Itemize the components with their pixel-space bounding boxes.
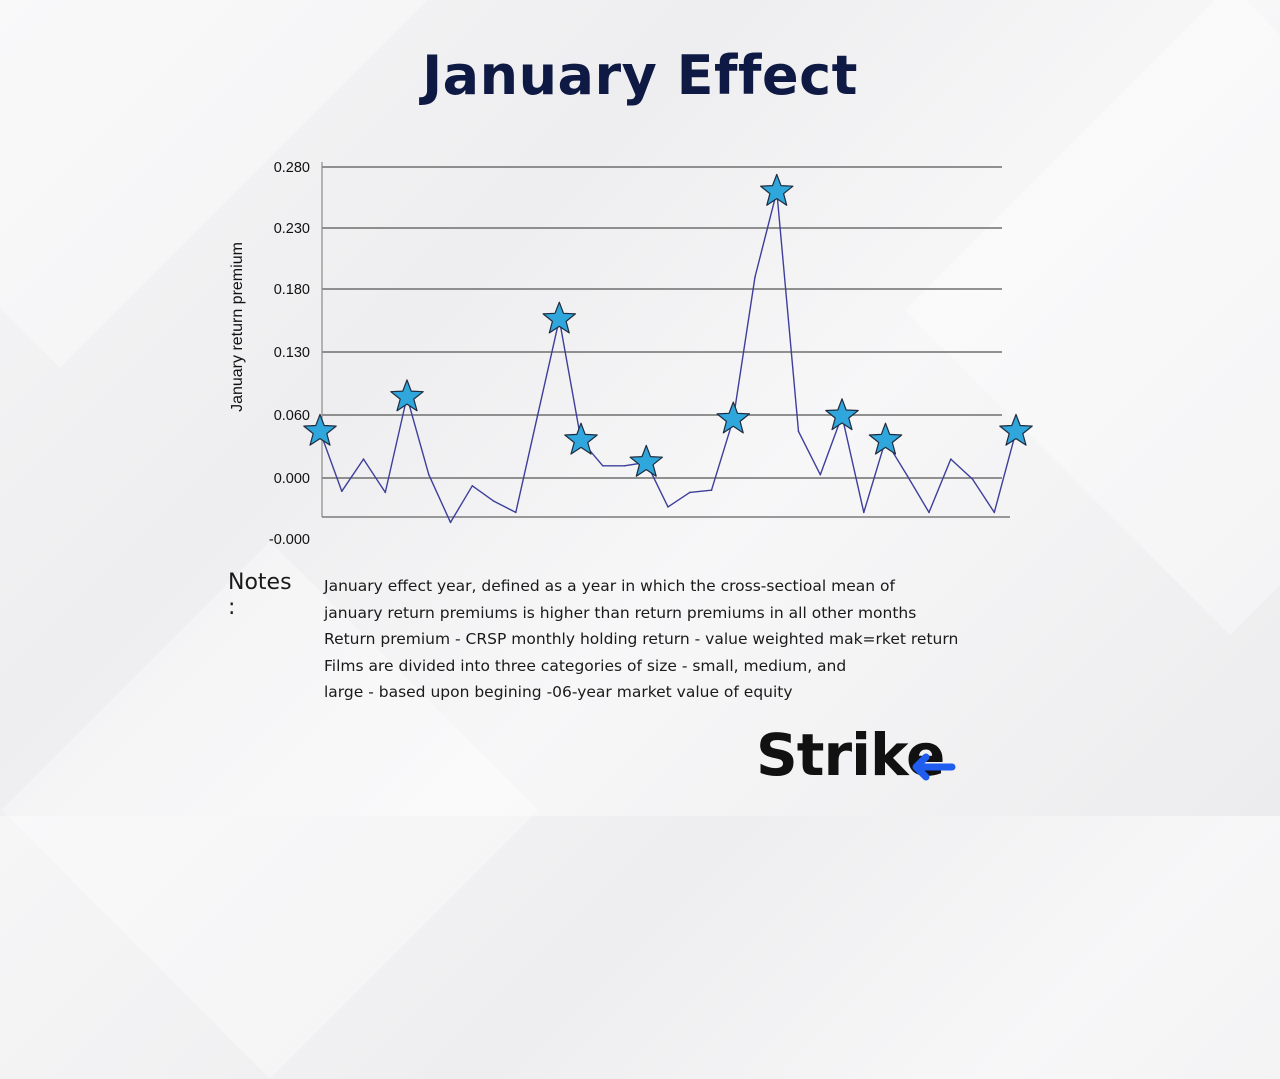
data-point [754, 276, 756, 278]
data-point [667, 506, 669, 508]
star-marker [303, 413, 337, 446]
note-line: january return premiums is higher than r… [324, 603, 917, 622]
data-point [449, 521, 452, 524]
data-point [689, 491, 691, 494]
star-marker [564, 422, 598, 455]
y-axis-label: January return premium [229, 242, 246, 412]
logo-text: Strike [756, 721, 945, 789]
data-point [863, 511, 865, 514]
data-point [602, 465, 604, 467]
y-tick-label: 0.280 [274, 160, 310, 176]
star-marker [760, 173, 794, 206]
notes-label: Notes : [228, 570, 292, 620]
data-point [471, 485, 474, 487]
star-marker [390, 379, 424, 412]
y-tick-label: 0.230 [274, 221, 310, 237]
data-point [428, 473, 430, 476]
star-marker [542, 301, 576, 334]
y-tick-label: -0.000 [269, 532, 310, 548]
data-point [993, 511, 996, 514]
january-effect-markers [303, 173, 1033, 477]
data-point [819, 473, 822, 476]
data-points [319, 190, 1017, 524]
note-line: Films are divided into three categories … [324, 656, 847, 675]
note-line: Return premium - CRSP monthly holding re… [324, 630, 959, 648]
data-point [362, 458, 365, 460]
data-point [384, 491, 387, 494]
data-point [493, 500, 495, 503]
notes-lines: January effect year, defined as a year i… [324, 573, 1084, 706]
data-point [797, 430, 800, 433]
chart-title: January Effect [422, 44, 858, 107]
data-point [950, 458, 952, 460]
star-marker [999, 413, 1033, 446]
data-point [906, 475, 909, 477]
logo-arrow-icon [912, 753, 956, 781]
data-point [971, 478, 974, 480]
data-point [536, 415, 539, 417]
star-marker [629, 444, 663, 477]
y-tick-label: 0.130 [274, 345, 310, 361]
y-tick-label: 0.060 [274, 408, 310, 424]
data-point [341, 490, 343, 493]
star-marker [825, 398, 859, 431]
y-tick-label: 0.180 [274, 282, 310, 298]
strike-logo: Strike [756, 718, 966, 792]
note-line: large - based upon begining -06-year mar… [324, 683, 793, 701]
data-point [928, 511, 930, 514]
data-point [623, 465, 626, 467]
line-chart: 0.280 0.230 0.180 0.130 0.060 0.000 -0.000 Jan… [229, 160, 1033, 548]
y-axis-ticks: 0.280 0.230 0.180 0.130 0.060 0.000 -0.000 [269, 160, 310, 548]
series-line [319, 190, 1017, 524]
data-point [515, 511, 517, 514]
data-point [710, 489, 713, 492]
gridlines [322, 166, 1002, 479]
note-line: January effect year, defined as a year i… [324, 577, 895, 595]
y-tick-label: 0.000 [274, 471, 310, 487]
star-marker [868, 422, 903, 455]
star-marker [716, 401, 750, 434]
